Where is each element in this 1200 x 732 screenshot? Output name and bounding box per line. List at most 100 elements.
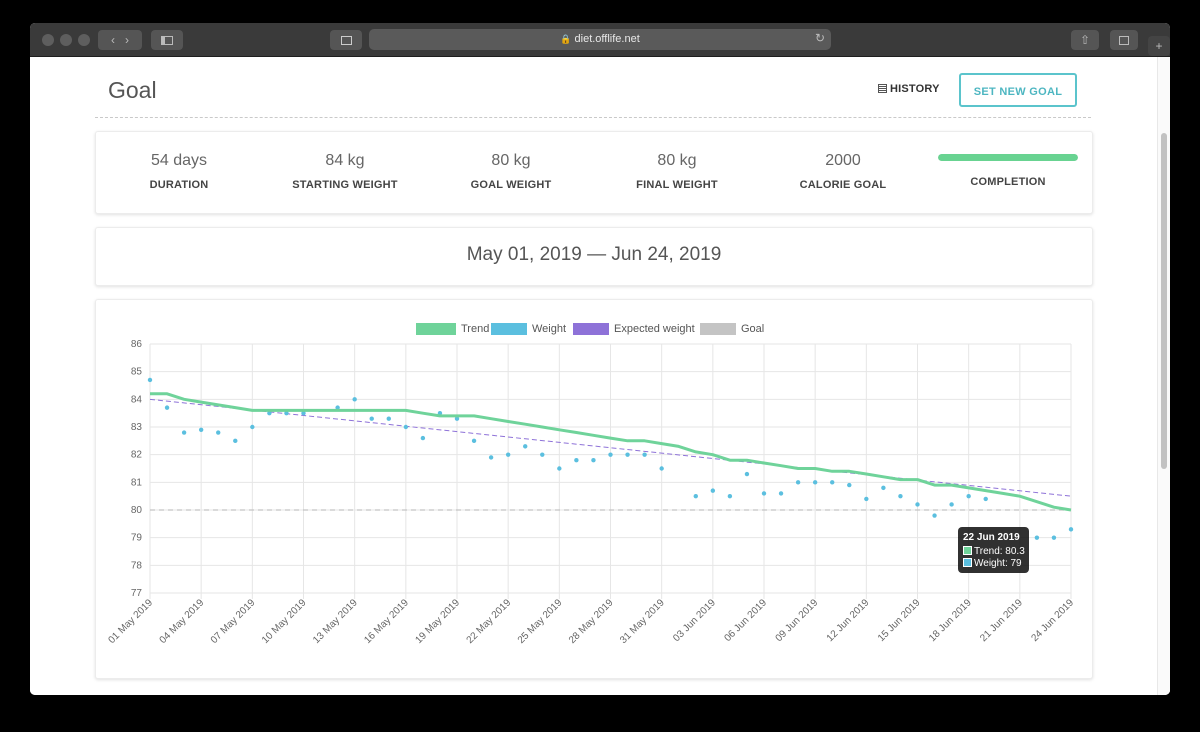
legend-swatch — [573, 323, 609, 335]
weight-point — [915, 502, 920, 507]
scrollbar[interactable] — [1157, 57, 1170, 695]
x-tick-label: 07 May 2019 — [209, 597, 258, 646]
tabs-icon — [1119, 36, 1129, 45]
set-new-goal-button[interactable]: SET NEW GOAL — [959, 73, 1077, 107]
weight-point — [250, 424, 255, 430]
weight-point — [386, 416, 391, 421]
weight-point — [1051, 535, 1057, 540]
legend-swatch — [700, 323, 736, 335]
chart-tooltip: 22 Jun 2019 Trend: 80.3 Weight: 79 — [958, 527, 1029, 573]
tooltip-trend-text: Trend: 80.3 — [974, 546, 1025, 557]
weight-swatch — [963, 558, 972, 567]
weight-point — [625, 452, 630, 457]
new-tab-button[interactable]: + — [1148, 36, 1170, 56]
legend-swatch — [416, 323, 456, 335]
tabs-button[interactable] — [1110, 30, 1138, 50]
x-tick-label: 19 May 2019 — [413, 597, 462, 646]
header-divider — [95, 117, 1091, 118]
weight-point — [1034, 535, 1040, 540]
weight-point — [710, 488, 716, 493]
legend-label: Expected weight — [614, 323, 695, 335]
weight-point — [523, 444, 528, 449]
sidebar-icon — [161, 36, 173, 45]
page-title: Goal — [108, 77, 157, 103]
stat-starting-weight: 84 kg STARTING WEIGHT — [270, 152, 420, 191]
weight-point — [898, 493, 903, 499]
weight-point — [608, 452, 613, 457]
legend-label: Goal — [741, 323, 764, 335]
close-window-button[interactable] — [42, 34, 54, 46]
stat-value: 54 days — [150, 152, 208, 169]
weight-point — [488, 455, 494, 460]
x-tick-label: 22 May 2019 — [465, 597, 514, 646]
stat-calorie-goal: 2000 CALORIE GOAL — [768, 152, 918, 191]
x-tick-label: 25 May 2019 — [516, 597, 565, 646]
legend-item: Trend — [416, 323, 489, 335]
chevron-right-icon[interactable]: › — [125, 33, 129, 47]
url-text[interactable]: 🔒 diet.offlife.net — [369, 29, 831, 50]
weight-point — [778, 491, 784, 496]
trend-line — [150, 392, 1072, 512]
sidebar-toggle-button[interactable] — [151, 30, 183, 50]
date-range: May 01, 2019 — Jun 24, 2019 — [466, 244, 722, 265]
weight-point — [761, 491, 767, 496]
x-tick-label: 18 Jun 2019 — [927, 597, 974, 644]
zoom-window-button[interactable] — [78, 34, 90, 46]
y-tick-label: 78 — [131, 560, 143, 571]
weight-point — [267, 410, 272, 416]
page-content: Goal HISTORY SET NEW GOAL 54 days DURATI… — [30, 57, 1170, 695]
history-link[interactable]: HISTORY — [878, 83, 940, 95]
weight-point — [659, 466, 664, 471]
chevron-left-icon[interactable]: ‹ — [110, 33, 115, 47]
weight-point — [301, 410, 306, 416]
weight-point — [335, 405, 340, 410]
y-tick-label: 85 — [131, 367, 143, 378]
x-tick-label: 04 May 2019 — [158, 597, 207, 646]
weight-point — [233, 438, 238, 444]
weight-point — [591, 458, 596, 463]
url-label: diet.offlife.net — [574, 33, 640, 45]
weight-point — [352, 397, 357, 402]
completion-progress-bar — [938, 154, 1078, 161]
tooltip-weight-text: Weight: 79 — [974, 558, 1022, 569]
reload-icon[interactable]: ↻ — [814, 31, 825, 45]
weight-point — [198, 427, 204, 432]
legend-item: Weight — [491, 323, 566, 335]
x-tick-label: 15 Jun 2019 — [876, 597, 923, 644]
back-forward-buttons[interactable]: ‹ › — [98, 30, 142, 50]
scrollbar-thumb[interactable] — [1161, 133, 1167, 469]
weight-point — [881, 485, 886, 491]
minimize-window-button[interactable] — [60, 34, 72, 46]
weight-point — [949, 502, 954, 507]
weight-point — [812, 480, 818, 485]
x-tick-label: 09 Jun 2019 — [774, 597, 821, 644]
grid-icon — [340, 36, 352, 45]
share-button[interactable]: ⇧ — [1071, 30, 1099, 50]
stat-value: 80 kg — [491, 152, 531, 169]
weight-point — [574, 458, 579, 463]
weight-point — [847, 482, 852, 488]
weight-point — [932, 513, 937, 518]
legend-item: Expected weight — [573, 323, 695, 335]
weight-point — [830, 480, 835, 485]
weight-point — [454, 416, 460, 421]
stat-duration: 54 days DURATION — [104, 152, 254, 191]
weight-point — [216, 430, 221, 435]
share-icon: ⇧ — [1079, 33, 1091, 47]
weight-point — [420, 435, 426, 441]
tab-overview-button[interactable] — [330, 30, 362, 50]
stat-value: 2000 — [825, 152, 861, 169]
y-tick-label: 84 — [131, 394, 143, 405]
stat-label: GOAL WEIGHT — [470, 179, 552, 191]
x-tick-label: 12 Jun 2019 — [825, 597, 872, 644]
stat-completion: COMPLETION — [933, 176, 1083, 188]
x-tick-label: 24 Jun 2019 — [1029, 597, 1076, 644]
x-tick-label: 03 Jun 2019 — [671, 597, 718, 644]
stat-final-weight: 80 kg FINAL WEIGHT — [602, 152, 752, 191]
stats-card: 54 days DURATION 84 kg STARTING WEIGHT 8… — [95, 131, 1093, 214]
weight-point — [181, 430, 187, 435]
address-bar[interactable]: 🔒 diet.offlife.net ↻ — [369, 29, 831, 50]
chart-card: 86 85 84 83 82 81 80 79 78 77 01 May 2019 04 May 20… — [95, 299, 1093, 679]
x-tick-label: 28 May 2019 — [567, 597, 616, 646]
plus-icon: + — [1155, 39, 1163, 53]
